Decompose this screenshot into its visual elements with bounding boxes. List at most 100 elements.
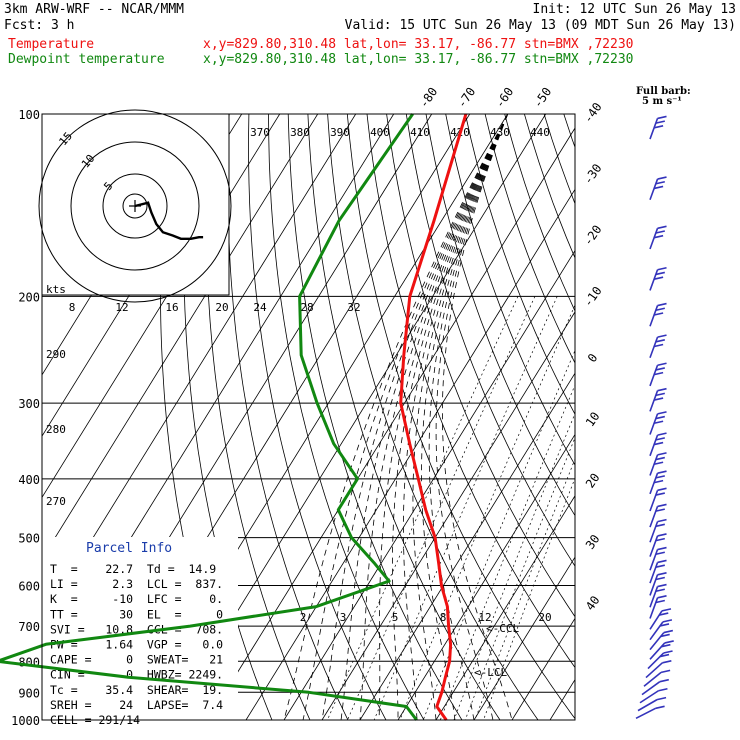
theta-label: 290 [46,348,66,361]
wind-barb-flag [653,276,664,280]
dry-adiabats [160,114,740,720]
wind-barb-flag [655,564,665,568]
wind-barb [649,549,659,571]
wind-barb-flag [657,387,667,392]
dewpoint-profile [0,113,418,721]
mixing-ratio-line [327,296,519,720]
temperature-tick-label: -70 [454,85,478,111]
dry-adiabat [524,114,575,259]
theta-e-label: 400 [370,126,390,139]
wind-barb-flag [657,595,667,599]
wind-barb-flag [657,362,667,367]
wind-barb [649,597,659,619]
wind-barb-flag [657,559,667,564]
wind-barb [641,681,661,696]
dry-adiabat [307,114,501,720]
wind-barb-flag [653,441,664,446]
ccl-marker: <-CCL [486,622,519,635]
mixing-ratio-line [453,412,575,720]
wind-barb-flag [658,687,668,692]
wind-barb-flag [655,576,665,581]
wind-barb-flag [657,503,667,508]
barb-legend-title: Full barb: [636,86,691,97]
mixing-ratio-label-lower: 5 [392,611,399,624]
wind-barb-flag [657,546,667,551]
wind-barb-flag [655,120,665,124]
wind-barb [649,642,666,660]
mixing-ratio-line [399,304,575,720]
temperature-tick-label: 30 [583,532,603,552]
wind-barb [649,621,664,641]
theta-e-label: 380 [290,126,310,139]
theta-e-label: 440 [530,126,550,139]
mixing-ratio-label-upper: 8 [69,301,76,314]
wind-barb [649,454,659,476]
dry-adiabat [504,114,575,312]
wind-barb-flag [657,266,667,271]
wind-barb-flag [663,650,673,654]
wind-barb [645,662,663,679]
temperature-tick-label: -20 [581,223,605,249]
wind-barb-flag [657,302,667,307]
isotherm-line [549,678,575,720]
wind-barb-flag [657,572,667,576]
wind-barb-flag [655,588,665,593]
wind-barb-flag [657,115,667,120]
moist-adiabat [402,114,509,720]
temperature-tick-label: 0 [585,351,601,365]
wind-barb-flag [662,619,673,623]
parcel-info-row: SREH = 24 LAPSE= 7.4 [50,698,223,712]
wind-barb-flag [653,125,664,129]
plot-frame [41,113,576,721]
pressure-label: 300 [18,397,40,411]
wind-barb-flag [655,456,665,461]
wind-barb-flag [655,492,665,496]
mixing-ratio-label-lower: 20 [538,611,551,624]
hodograph-ring [102,173,168,239]
parcel-info-title: Parcel Info [86,541,172,556]
hodograph-ring-label: 15 [57,130,75,149]
wind-barb-flag [653,371,664,376]
wind-barb-flag [659,678,669,683]
wind-barb-flag [655,599,665,604]
temperature-tick-label: -40 [581,100,605,126]
wind-barb [637,698,658,712]
mixing-ratio-line [483,477,575,720]
mixing-ratio-label-upper: 24 [253,301,267,314]
moist-adiabat [302,114,509,720]
wind-barb-flag [657,411,667,415]
mixing-ratio-line [439,384,575,720]
hodograph-ring [70,141,200,271]
theta-e-label: 370 [250,126,270,139]
wind-barb [649,336,659,359]
theta-label: 280 [46,423,66,436]
moist-adiabat [421,114,509,720]
hodograph-inner-ring [122,193,148,219]
temperature-tick-label: 10 [583,409,603,429]
temperature-profile [399,113,468,721]
moist-adiabat [428,114,509,720]
wind-barbs [635,115,674,719]
wind-barb [649,610,663,630]
parcel-info-panel: Parcel Info T = 22.7 Td = 14.9LI = 2.3 LC… [42,537,238,727]
wind-barb-flag [660,669,671,674]
wind-barb [649,632,665,651]
temperature-tick-label: -10 [581,284,605,310]
wind-barb-flag [655,508,665,512]
wind-barb-flag [653,234,664,239]
wind-barb-flag [653,397,664,401]
dry-adiabat [248,114,387,720]
wind-barb [643,671,662,687]
wind-barb [647,652,665,670]
wind-barb-flag [657,334,667,338]
isotherm-line [473,556,575,720]
wind-barb-flag [657,583,667,588]
mixing-ratio-label-upper: 20 [215,301,228,314]
pressure-label: 200 [18,290,40,304]
mixing-ratio-label-lower: 8 [440,611,447,624]
wind-barb-flag [655,180,665,185]
dry-adiabat [662,114,740,720]
pressure-label: 1000 [11,714,40,728]
wind-barb-flag [657,432,667,436]
temperature-tick-label: -50 [530,85,554,111]
